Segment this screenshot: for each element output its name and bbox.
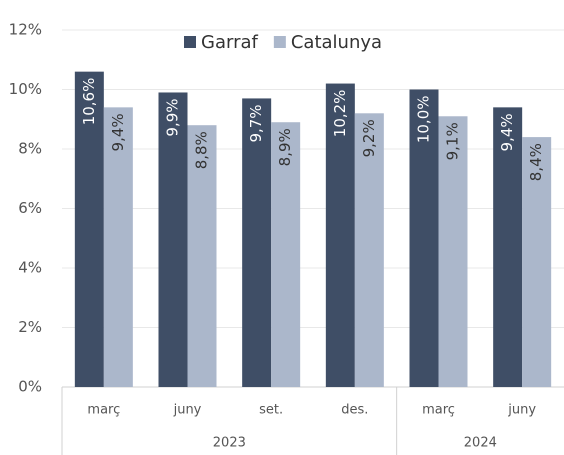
x-group-label: 2024 — [464, 436, 497, 451]
y-tick-label: 6% — [18, 199, 42, 217]
data-label: 9,4% — [498, 113, 516, 151]
y-tick-label: 2% — [18, 318, 42, 336]
legend-label: Garraf — [201, 32, 258, 53]
data-label: 10,6% — [80, 78, 98, 126]
x-group-label: 2023 — [213, 436, 246, 451]
data-label: 9,1% — [444, 122, 462, 160]
bar — [325, 83, 355, 388]
bar — [493, 107, 523, 387]
x-tick-label: set. — [259, 403, 283, 418]
bar — [354, 113, 384, 388]
bar — [271, 122, 301, 387]
data-label: 9,4% — [109, 113, 127, 151]
x-tick-label: juny — [507, 403, 536, 418]
data-label: 9,9% — [164, 98, 182, 136]
bar — [242, 98, 272, 388]
bar — [438, 116, 468, 388]
y-tick-label: 8% — [18, 140, 42, 158]
data-label: 8,4% — [527, 143, 545, 181]
y-tick-label: 10% — [9, 80, 42, 98]
x-tick-label: març — [87, 403, 120, 418]
x-tick-label: des. — [341, 403, 368, 418]
data-label: 10,2% — [331, 90, 349, 138]
bar — [158, 92, 188, 387]
data-label: 8,8% — [193, 131, 211, 169]
data-label: 10,0% — [415, 96, 433, 144]
data-label: 9,7% — [247, 104, 265, 142]
y-tick-label: 0% — [18, 378, 42, 396]
bar — [74, 71, 104, 388]
x-tick-label: juny — [173, 403, 202, 418]
legend-swatch — [273, 36, 286, 48]
bar — [187, 125, 217, 387]
data-label: 9,2% — [360, 119, 378, 157]
legend-swatch — [184, 36, 196, 48]
bar — [103, 107, 133, 387]
y-tick-label: 12% — [9, 21, 42, 39]
x-tick-label: març — [422, 403, 455, 418]
bar — [409, 89, 439, 387]
data-label: 8,9% — [276, 128, 294, 166]
bar — [522, 137, 552, 387]
y-tick-label: 4% — [18, 259, 42, 277]
legend-label: Catalunya — [291, 32, 382, 53]
